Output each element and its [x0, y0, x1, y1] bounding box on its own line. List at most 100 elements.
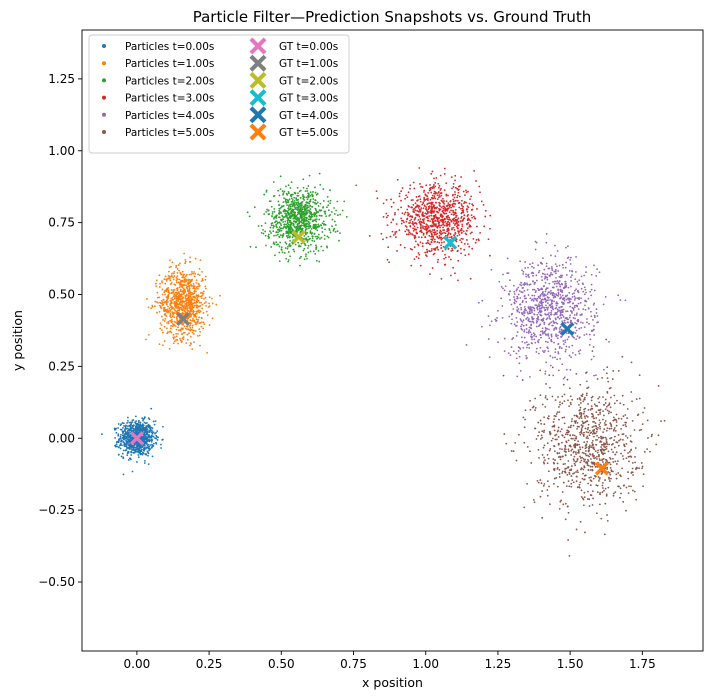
particle-point: [327, 209, 330, 212]
particle-point: [577, 289, 579, 292]
particle-point: [563, 297, 566, 300]
particle-point: [551, 356, 554, 359]
particle-point: [308, 222, 311, 225]
particle-point: [409, 233, 412, 235]
particle-point: [535, 306, 538, 309]
particle-point: [140, 452, 143, 455]
particle-point: [537, 352, 540, 355]
particle-point: [555, 304, 558, 307]
particle-point: [544, 340, 547, 343]
particle-point: [556, 280, 559, 282]
particle-point: [189, 307, 192, 309]
particle-point: [178, 262, 181, 265]
particle-point: [281, 205, 284, 208]
particle-point: [176, 272, 179, 274]
particle-point: [159, 327, 162, 330]
particle-point: [167, 274, 170, 277]
particle-point: [433, 233, 436, 236]
particle-point: [457, 259, 460, 262]
particle-point: [593, 302, 596, 305]
particle-point: [495, 319, 498, 322]
particle-point: [423, 191, 425, 193]
particle-point: [341, 209, 344, 212]
particle-point: [276, 243, 278, 246]
particle-point: [173, 323, 175, 326]
particle-point: [599, 492, 602, 494]
particle-point: [554, 255, 557, 258]
particle-point: [461, 223, 464, 226]
particle-point: [285, 201, 288, 204]
particle-point: [603, 452, 606, 455]
particle-point: [275, 225, 278, 228]
particle-point: [204, 278, 207, 281]
particle-point: [123, 424, 125, 427]
particle-point: [520, 284, 523, 287]
particle-point: [280, 229, 283, 232]
particle-point: [450, 274, 452, 277]
particle-point: [457, 245, 460, 247]
particle-point: [273, 194, 276, 197]
particle-point: [308, 202, 311, 205]
particle-point: [576, 312, 578, 315]
particle-point: [560, 309, 563, 312]
particle-point: [438, 234, 441, 237]
particle-point: [404, 225, 407, 227]
particle-point: [465, 201, 467, 204]
particle-point: [123, 436, 126, 439]
particle-point: [427, 226, 430, 229]
particle-point: [537, 421, 540, 424]
particle-point: [287, 234, 290, 237]
particle-point: [515, 300, 518, 303]
particle-point: [560, 316, 563, 319]
particle-point: [319, 237, 321, 240]
particle-point: [303, 217, 305, 220]
particle-point: [297, 228, 300, 231]
particle-point: [416, 205, 418, 208]
particle-point: [412, 229, 415, 232]
particle-point: [590, 273, 593, 276]
particle-point: [545, 294, 547, 297]
particle-point: [447, 221, 449, 223]
particle-point: [553, 293, 556, 295]
particle-point: [573, 460, 576, 462]
particle-point: [521, 379, 524, 381]
particle-point: [560, 274, 562, 277]
particle-point: [113, 428, 116, 431]
particle-point: [497, 309, 499, 312]
particle-point: [163, 313, 166, 316]
particle-point: [164, 282, 167, 285]
particle-point: [286, 216, 289, 219]
particle-point: [197, 273, 199, 276]
particle-point: [500, 297, 503, 300]
particle-point: [144, 459, 146, 462]
particle-point: [601, 484, 604, 487]
particle-point: [290, 197, 293, 200]
particle-point: [336, 214, 339, 217]
particle-point: [405, 233, 408, 236]
particle-point: [164, 308, 166, 311]
particle-point: [558, 282, 560, 285]
particle-point: [289, 240, 291, 242]
particle-point: [308, 174, 311, 177]
particle-point: [423, 228, 426, 230]
particle-point: [306, 240, 309, 243]
particle-point: [406, 196, 409, 199]
particle-point: [355, 184, 358, 187]
particle-point: [454, 208, 457, 211]
particle-point: [578, 298, 581, 301]
particle-point: [335, 209, 338, 212]
particle-point: [507, 352, 510, 355]
particle-point: [317, 205, 320, 207]
particle-point: [522, 283, 525, 286]
particle-point: [186, 328, 189, 331]
particle-point: [537, 325, 540, 328]
particle-point: [520, 327, 523, 330]
particle-point: [452, 211, 455, 214]
particle-point: [484, 215, 487, 218]
particle-point: [411, 222, 414, 225]
particle-point: [194, 297, 197, 299]
particle-point: [597, 321, 599, 324]
particle-point: [298, 225, 300, 228]
particle-point: [306, 231, 309, 234]
